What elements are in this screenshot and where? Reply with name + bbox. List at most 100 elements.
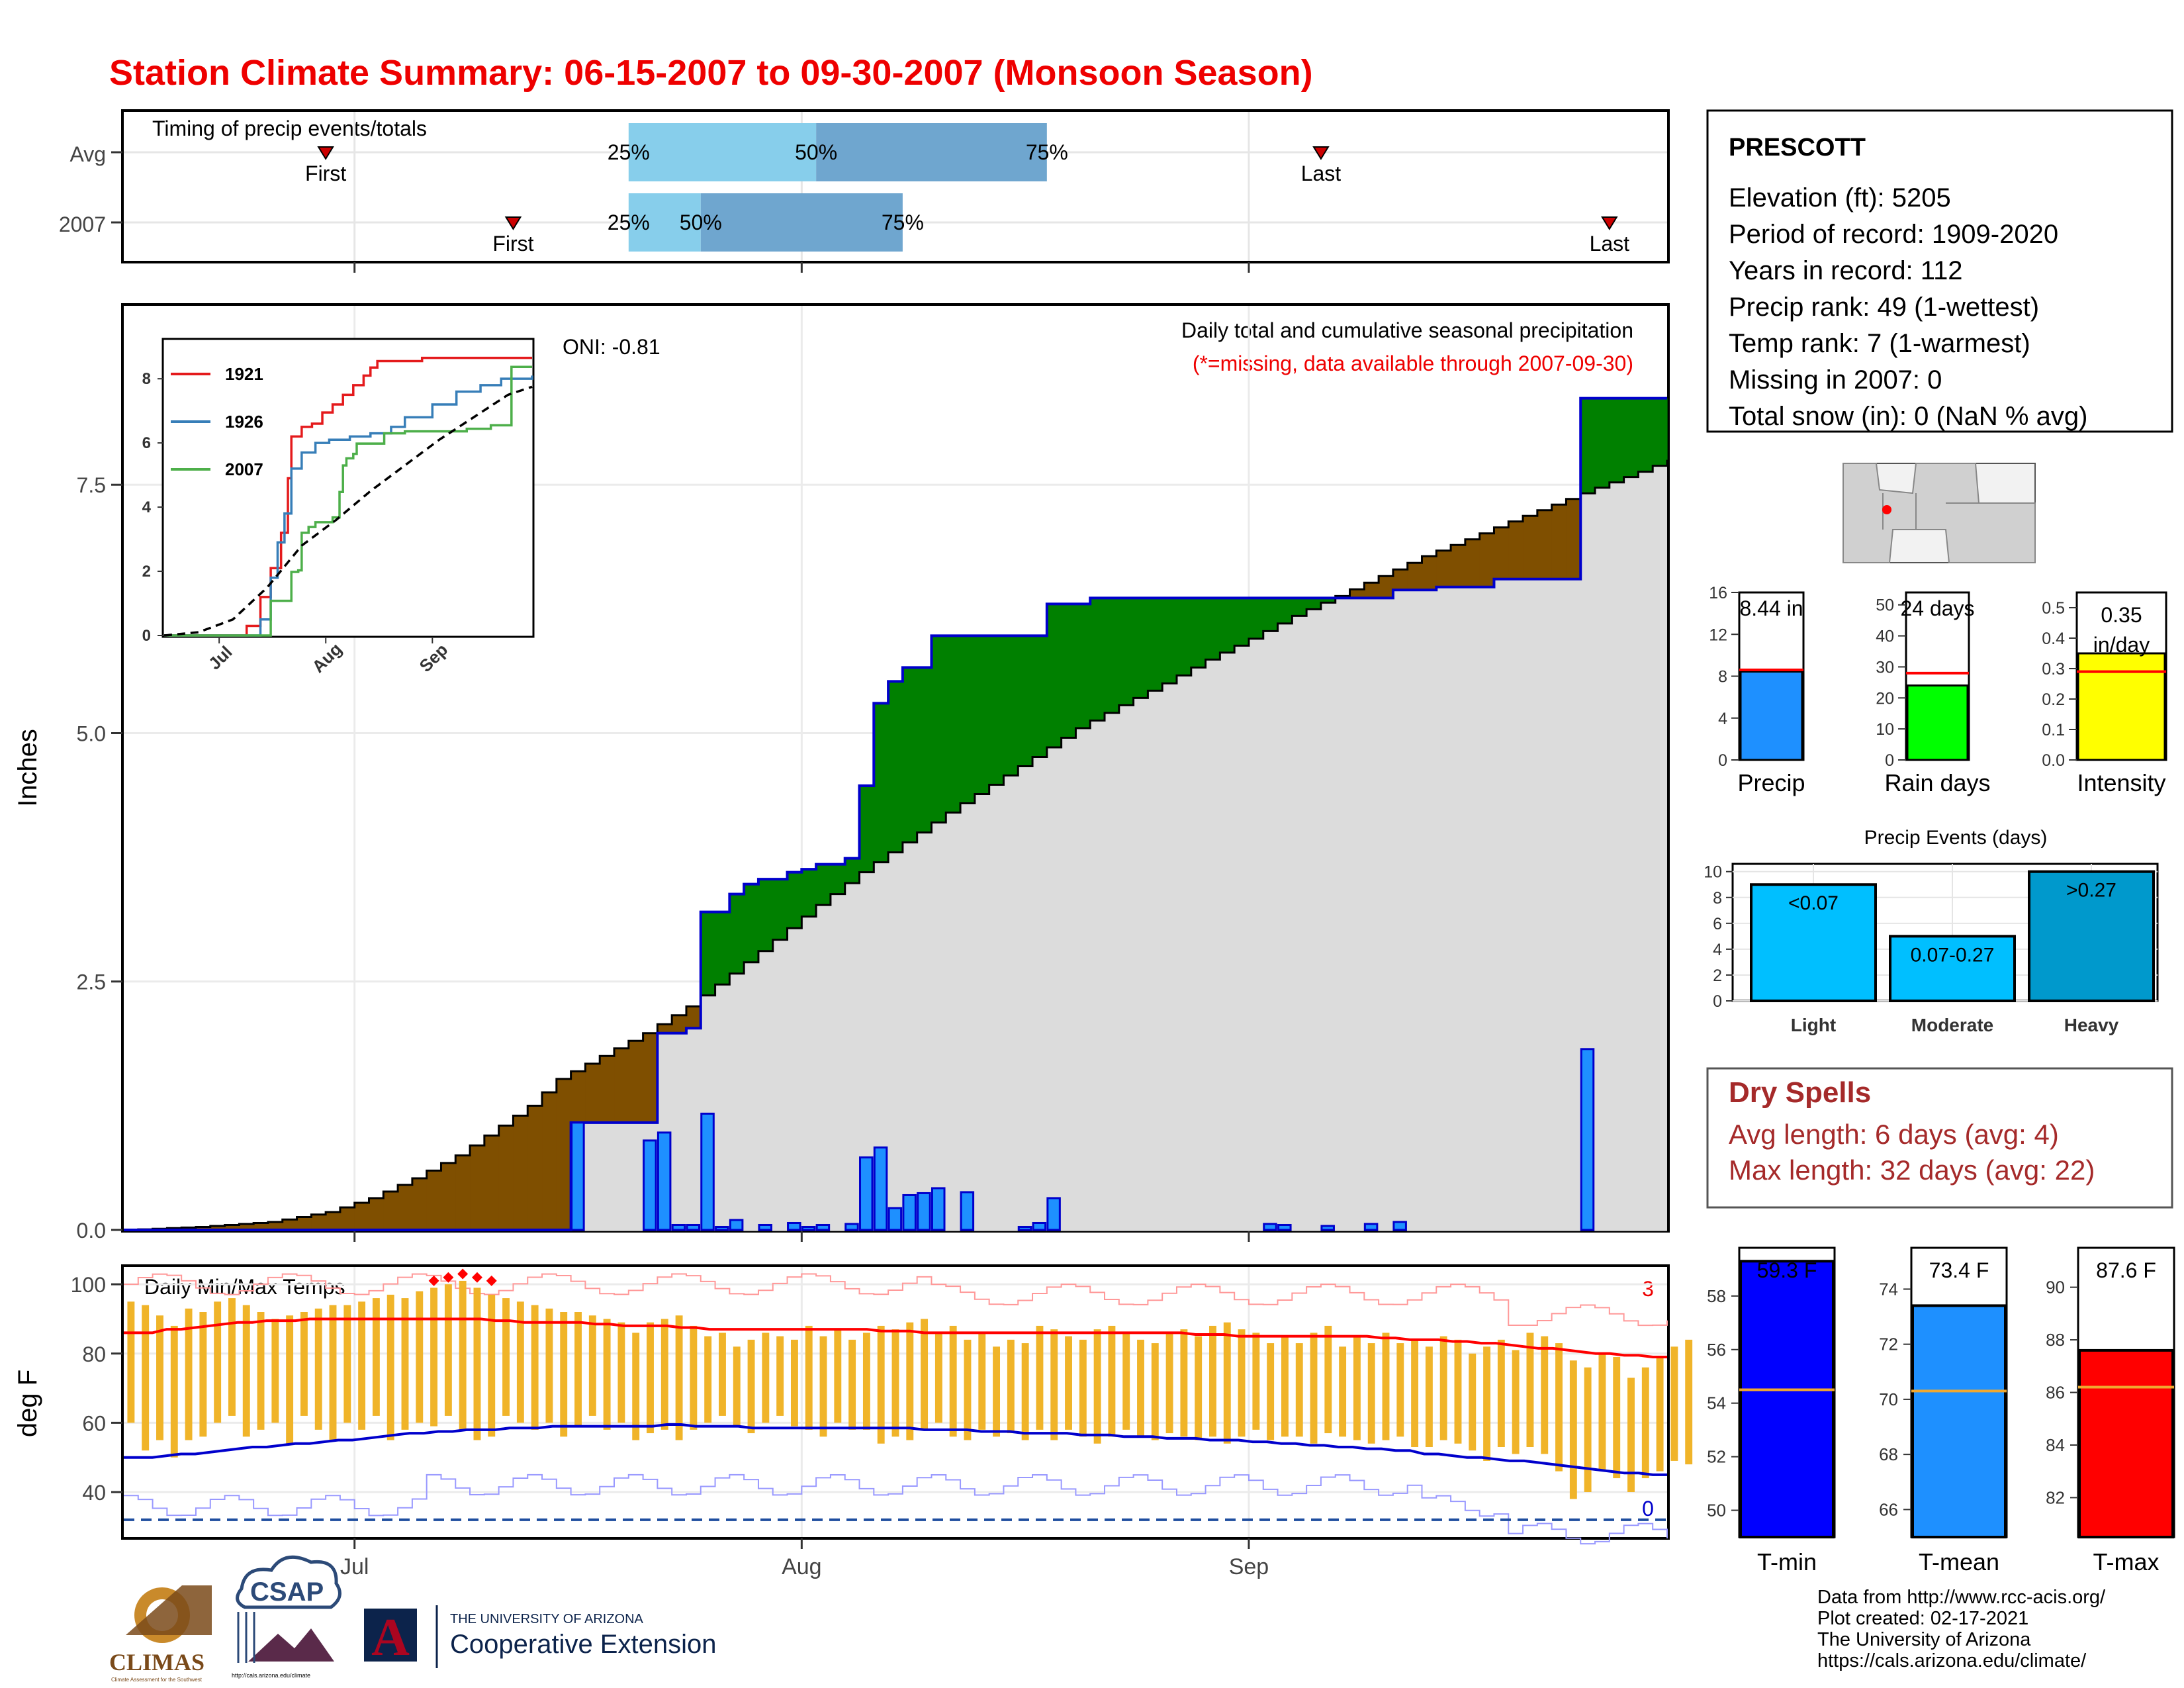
record-high-marker xyxy=(443,1272,454,1283)
daily-temp-range-bar xyxy=(271,1319,279,1423)
deficit-segment xyxy=(441,1162,456,1230)
daily-temp-range-bar xyxy=(1050,1329,1058,1440)
mini-bar-ytick-label: 20 xyxy=(1876,689,1894,708)
deficit-segment xyxy=(311,1214,326,1230)
mini-bar-value: in/day xyxy=(2093,633,2150,657)
mini-bar-ytick-label: 10 xyxy=(1876,720,1894,739)
deficit-segment xyxy=(1364,583,1379,598)
inset-ytick-label: 8 xyxy=(142,370,151,388)
daily-temp-range-bar xyxy=(949,1325,957,1437)
daily-temp-range-bar xyxy=(1339,1346,1347,1437)
ua-logo-unit: Cooperative Extension xyxy=(450,1630,716,1659)
mini-bars: 8.44 in 0 4 8 12 16 Precip 24 days 0 10 20 30 40 50 Ra… xyxy=(1709,584,2167,796)
deficit-segment xyxy=(1436,550,1451,587)
footer-line-data: Data from http://www.rcc-acis.org/ xyxy=(1817,1587,2106,1608)
daily-temp-range-bar xyxy=(1324,1325,1332,1434)
mini-bar-ytick-label: 30 xyxy=(1876,658,1894,677)
daily-temp-range-bar xyxy=(127,1301,135,1423)
surplus-segment xyxy=(989,635,1005,785)
daily-temp-range-bar xyxy=(776,1336,784,1416)
surplus-segment xyxy=(1105,598,1120,713)
daily-precip-bar xyxy=(686,1223,701,1231)
precip-ylabel: Inches xyxy=(13,729,42,807)
events-ytick-label: 8 xyxy=(1713,889,1722,908)
daily-temp-range-bar xyxy=(1367,1343,1375,1444)
mini-bar-ytick-label: 0 xyxy=(1885,751,1894,770)
deficit-segment xyxy=(1451,545,1466,587)
temp-bar-ytick-label: 86 xyxy=(2046,1383,2065,1403)
surplus-segment xyxy=(1306,598,1322,610)
deficit-segment xyxy=(1349,589,1365,598)
mini-bar-ytick-label: 50 xyxy=(1876,596,1894,615)
deficit-segment xyxy=(296,1217,312,1230)
daily-temp-range-bar xyxy=(603,1319,611,1430)
timing-first-label: First xyxy=(305,162,346,185)
daily-precip-bar xyxy=(859,1156,874,1231)
daily-precip-bar xyxy=(729,1219,744,1231)
temp-bar-ytick-label: 50 xyxy=(1707,1501,1726,1521)
deficit-segment xyxy=(513,1115,528,1230)
daily-precip-bar xyxy=(1580,1048,1595,1231)
daily-temp-range-bar xyxy=(300,1312,308,1416)
station-line-precip-rank: Precip rank: 49 (1-wettest) xyxy=(1729,293,2039,322)
daily-temp-range-bar xyxy=(1670,1346,1678,1461)
footer-line-created: Plot created: 02-17-2021 xyxy=(1817,1608,2028,1629)
daily-temp-range-bar xyxy=(978,1333,986,1430)
surplus-segment xyxy=(946,635,961,813)
surplus-segment xyxy=(888,681,903,853)
daily-precip-bar xyxy=(700,1112,715,1231)
daily-temp-range-bar xyxy=(719,1333,726,1416)
map-state-shapes xyxy=(1843,463,2036,563)
daily-precip-bar xyxy=(715,1225,729,1231)
surplus-segment xyxy=(729,894,745,974)
deficit-segment xyxy=(267,1221,283,1230)
inset-legend-label: 2007 xyxy=(225,459,263,479)
surplus-segment xyxy=(1638,398,1653,472)
surplus-segment xyxy=(859,786,874,872)
deficit-segment xyxy=(412,1178,428,1230)
daily-temp-range-bar xyxy=(358,1301,366,1430)
daily-temp-range-bar xyxy=(617,1322,625,1423)
temp-bar-value: 59.3 F xyxy=(1757,1258,1817,1282)
daily-temp-range-bar xyxy=(862,1333,870,1430)
daily-temp-range-bar xyxy=(647,1322,654,1434)
surplus-segment xyxy=(1205,598,1220,660)
daily-temp-range-bar xyxy=(430,1288,438,1427)
temp-ylabel: deg F xyxy=(13,1370,42,1437)
daily-precip-bar xyxy=(787,1221,801,1231)
timing-p25-label: 25% xyxy=(608,140,650,164)
daily-temp-range-bar xyxy=(560,1312,568,1437)
daily-precip-bar xyxy=(1046,1197,1061,1231)
daily-precip-bar xyxy=(1277,1223,1292,1231)
mini-bar-rain-days xyxy=(1906,684,1969,761)
daily-precip-bar xyxy=(960,1191,975,1231)
precip-events-title: Precip Events (days) xyxy=(1864,827,2048,849)
surplus-segment xyxy=(715,912,730,985)
daily-temp-range-bar xyxy=(242,1305,250,1437)
daily-temp-range-bar xyxy=(228,1298,236,1416)
ua-logo: A THE UNIVERSITY OF ARIZONA Cooperative … xyxy=(364,1605,716,1668)
mini-bar-ytick-label: 0 xyxy=(1718,751,1727,770)
ua-logo-name: THE UNIVERSITY OF ARIZONA xyxy=(450,1612,644,1626)
deficit-segment xyxy=(585,1063,600,1123)
mini-bar-value: 8.44 in xyxy=(1739,596,1803,620)
deficit-segment xyxy=(672,1015,687,1033)
timing-last-label: Last xyxy=(1301,162,1342,185)
deficit-segment xyxy=(1523,516,1538,579)
daily-precip-bar xyxy=(873,1146,888,1231)
timing-p50-label: 50% xyxy=(680,211,722,234)
deficit-segment xyxy=(239,1223,254,1230)
timing-last-marker xyxy=(1601,216,1618,230)
temp-bar-ytick-label: 58 xyxy=(1707,1286,1726,1306)
inset-series-1921 xyxy=(164,356,532,637)
timing-row-label-avg: Avg xyxy=(69,142,106,166)
deficit-segment xyxy=(1494,527,1509,579)
tmax-average-line xyxy=(124,1317,1667,1358)
daily-temp-range-bar xyxy=(1093,1329,1101,1444)
daily-temp-range-bar xyxy=(1079,1339,1087,1437)
surplus-segment xyxy=(844,858,860,884)
daily-precip-bar xyxy=(570,1121,585,1231)
surplus-segment xyxy=(902,667,918,843)
footer-credits: Data from http://www.rcc-acis.org/ Plot … xyxy=(1817,1587,2106,1671)
daily-temp-range-bar xyxy=(1526,1333,1534,1447)
